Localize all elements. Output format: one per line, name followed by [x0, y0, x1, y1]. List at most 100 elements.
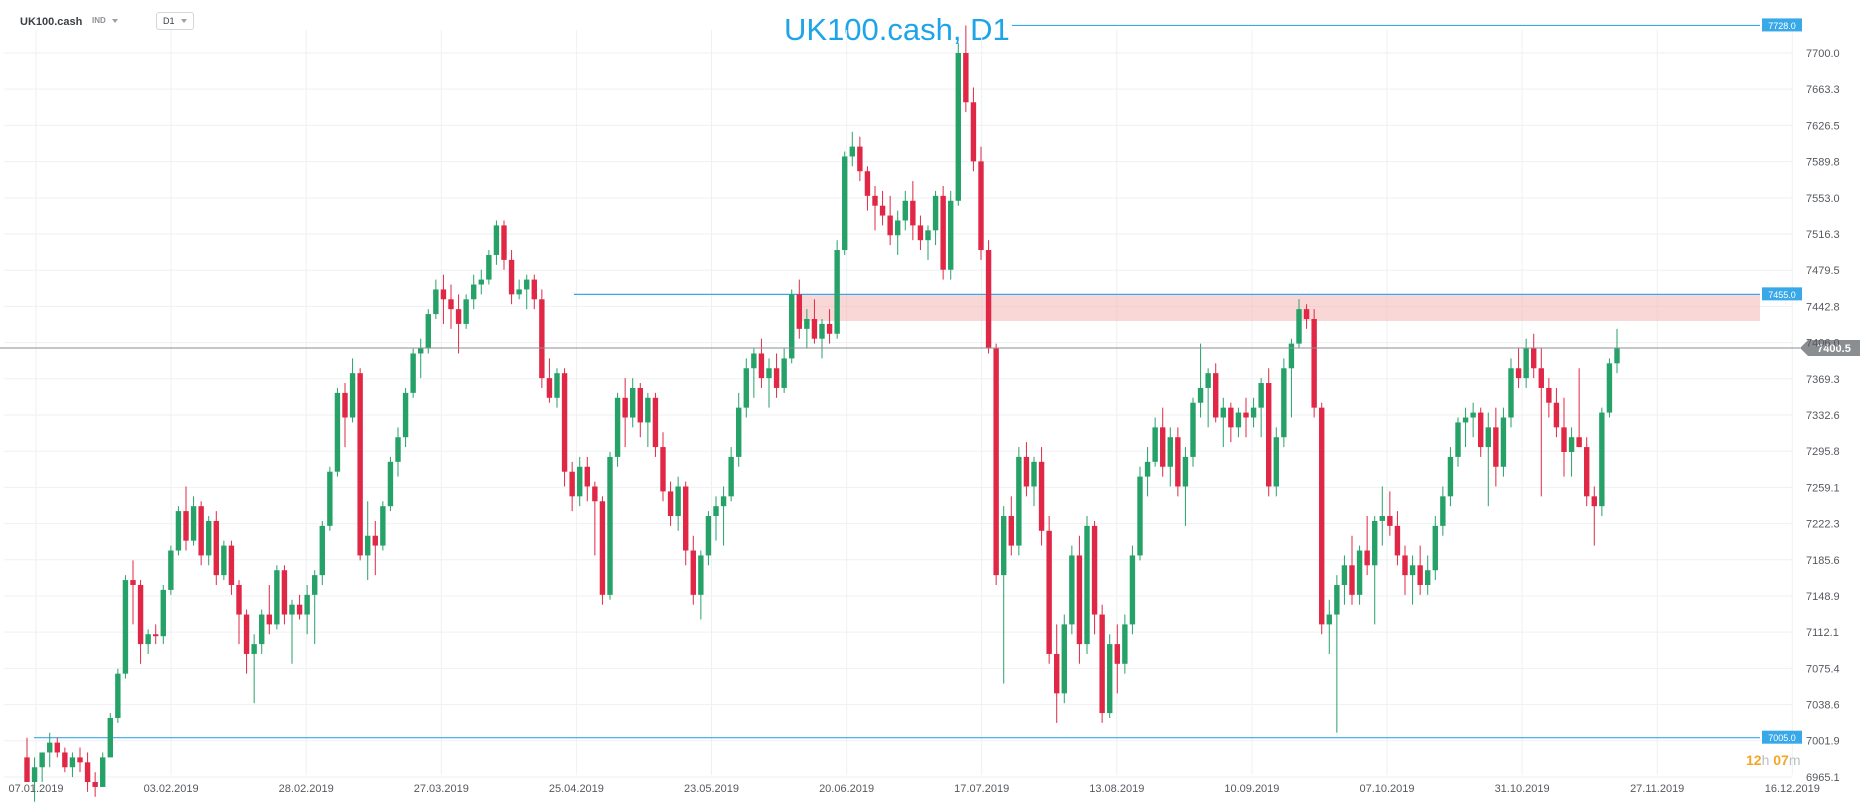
candle — [1273, 427, 1279, 497]
candle-body — [1114, 644, 1120, 664]
current-price-badge — [1800, 340, 1860, 357]
candle — [1455, 417, 1461, 467]
candle — [1614, 328, 1620, 374]
candle-body — [198, 506, 204, 556]
candle-body — [387, 461, 394, 507]
candle — [266, 584, 272, 635]
candle-body — [319, 525, 325, 576]
candle — [720, 486, 727, 546]
candle-body — [1182, 456, 1189, 487]
candle-body — [1493, 427, 1499, 467]
candle-body — [1152, 427, 1158, 462]
timeframe-select[interactable]: D1 — [156, 12, 194, 30]
candle-body — [1538, 368, 1544, 388]
candle — [758, 338, 765, 388]
candle-body — [645, 397, 651, 423]
candle-body — [455, 309, 462, 324]
candle-body — [395, 437, 401, 462]
candle-body — [781, 358, 787, 388]
candle-body — [887, 215, 893, 236]
chart-toolbar: UK100.cash IND D1 — [0, 0, 1866, 44]
candle-body — [145, 634, 151, 645]
price-tick-label: 7406.0 — [1806, 338, 1840, 350]
candle — [1485, 412, 1491, 507]
candle — [1054, 624, 1060, 723]
candle — [698, 550, 704, 620]
symbol-label[interactable]: UK100.cash — [20, 16, 83, 28]
price-tick-label: 7295.8 — [1806, 446, 1840, 458]
level-label: 7005.0 — [1768, 733, 1796, 743]
candle-body — [47, 742, 53, 753]
candle-body — [410, 353, 416, 393]
candle — [637, 383, 643, 438]
candle-body — [993, 348, 999, 576]
candle — [1568, 427, 1575, 477]
candle-body — [1061, 624, 1067, 694]
candle — [857, 136, 863, 182]
grid — [4, 30, 1793, 778]
candle — [1326, 599, 1332, 654]
candle — [577, 456, 583, 507]
candle-body — [1220, 407, 1226, 418]
candle — [387, 456, 394, 512]
candle — [1288, 338, 1295, 418]
candle-body — [842, 156, 848, 251]
candle — [228, 540, 235, 595]
price-tick-label: 7553.0 — [1806, 193, 1840, 205]
candle — [554, 368, 560, 408]
countdown-m-unit: m — [1788, 752, 1801, 768]
candle-body — [1319, 407, 1325, 625]
time-axis: 07.01.2019 03.02.2019 28.02.2019 27.03.2019… — [8, 783, 1819, 795]
candle-body — [1266, 383, 1272, 487]
candle-body — [77, 757, 83, 763]
candle-body — [895, 220, 901, 236]
candle-body — [1470, 412, 1476, 418]
candle-body — [811, 318, 818, 339]
indicators-menu[interactable]: IND — [92, 16, 118, 25]
candle — [1243, 397, 1249, 438]
candle-body — [1084, 525, 1090, 645]
candle-body — [31, 767, 38, 783]
candle-body — [1334, 584, 1340, 615]
candle-body — [1144, 461, 1151, 477]
candle — [1508, 358, 1514, 428]
level-label-badge — [1762, 18, 1802, 32]
candle — [92, 772, 98, 797]
candle-body — [1129, 555, 1136, 625]
candle — [948, 190, 954, 280]
candle-body — [546, 378, 553, 398]
candle-body — [281, 570, 288, 615]
candle — [970, 87, 977, 172]
candle — [1379, 486, 1385, 546]
candle — [1538, 348, 1544, 497]
candle-body — [54, 742, 60, 753]
candle — [1515, 348, 1522, 388]
candle-body — [796, 294, 802, 329]
candle-body — [1054, 653, 1060, 694]
candle-body — [1606, 363, 1613, 413]
candle — [100, 752, 106, 787]
candle-body — [425, 314, 431, 349]
candle — [1303, 304, 1310, 329]
candle-body — [1197, 387, 1204, 403]
candle-body — [879, 205, 886, 216]
candle — [1114, 624, 1120, 694]
candle — [789, 289, 795, 364]
candle-body — [758, 353, 765, 379]
candle-body — [720, 496, 727, 507]
candle-body — [221, 545, 227, 576]
candle-body — [1243, 412, 1249, 418]
price-tick-label: 7663.3 — [1806, 84, 1840, 96]
countdown-hours: 12 — [1746, 752, 1762, 768]
candle-body — [736, 407, 742, 457]
candle — [281, 565, 288, 625]
candle — [471, 274, 477, 310]
candle-body — [1137, 476, 1143, 556]
candle — [425, 309, 431, 354]
candle — [963, 25, 969, 113]
candle — [1167, 427, 1173, 487]
candle — [77, 747, 83, 773]
candle — [1160, 407, 1166, 477]
candle-body — [213, 520, 219, 576]
